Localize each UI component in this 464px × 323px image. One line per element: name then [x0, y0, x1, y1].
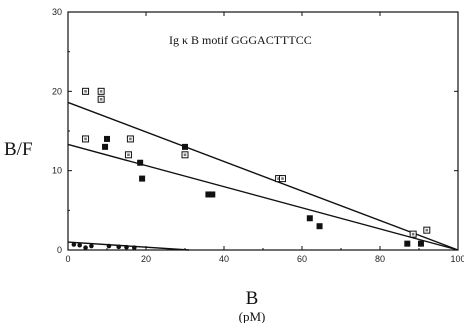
open-square-point-center [84, 137, 87, 141]
filled-circle-point [71, 242, 77, 247]
open-square-point-center [425, 228, 429, 232]
open-square-point-center [127, 153, 130, 157]
open-square-point-center [277, 177, 280, 180]
fit-line-1 [67, 101, 459, 251]
open-square-point-center [129, 137, 132, 141]
open-square-point-center [411, 232, 415, 236]
filled-square-point [209, 191, 216, 198]
y-axis-title: B/F [4, 139, 33, 160]
filled-square-point [137, 159, 144, 166]
filled-circle-point [83, 245, 88, 250]
filled-square-point [316, 223, 323, 230]
filled-square-point [205, 191, 212, 198]
filled-square-point [139, 175, 146, 182]
x-tick-label: 20 [141, 254, 151, 264]
filled-circle-point [116, 244, 121, 250]
filled-square-point [404, 240, 411, 247]
filled-square-point [182, 143, 188, 150]
plot-frame [67, 11, 459, 251]
y-tick-label: 0 [57, 245, 62, 255]
y-tick-label: 30 [52, 7, 62, 17]
filled-circle-point [77, 242, 82, 248]
x-tick-label: 40 [219, 254, 229, 264]
open-square-point-center [84, 90, 87, 93]
filled-circle-point [106, 243, 112, 249]
open-square-point-center [281, 177, 284, 180]
y-axis-ticks: 0 10 20 30 [52, 7, 458, 255]
open-square-point-center [99, 90, 103, 93]
filled-square-point [104, 135, 110, 142]
x-axis-ticks: 0 20 40 60 80 100 [65, 12, 464, 264]
x-tick-label: 100 [450, 254, 464, 264]
open-square-point-center [99, 97, 103, 101]
fit-lines [67, 101, 459, 251]
filled-square-point [102, 143, 109, 150]
open-square-point-center [183, 153, 187, 157]
x-axis-unit: (pM) [239, 309, 266, 323]
filled-square-point [306, 215, 313, 222]
y-tick-label: 10 [52, 166, 62, 176]
x-tick-label: 80 [375, 254, 385, 264]
filled-circle-point [124, 244, 129, 250]
data-markers [71, 87, 431, 250]
x-tick-label: 0 [65, 254, 70, 264]
filled-circle-point [89, 243, 94, 249]
x-tick-label: 60 [297, 254, 307, 264]
fit-line-2 [67, 143, 459, 251]
plot-border [67, 11, 459, 251]
y-tick-label: 20 [52, 86, 62, 96]
chart-title: Ig κ B motif GGGACTTTCC [169, 33, 312, 47]
filled-circle-point [132, 245, 137, 250]
x-axis-title: B [246, 288, 259, 309]
filled-square-point [417, 240, 424, 247]
